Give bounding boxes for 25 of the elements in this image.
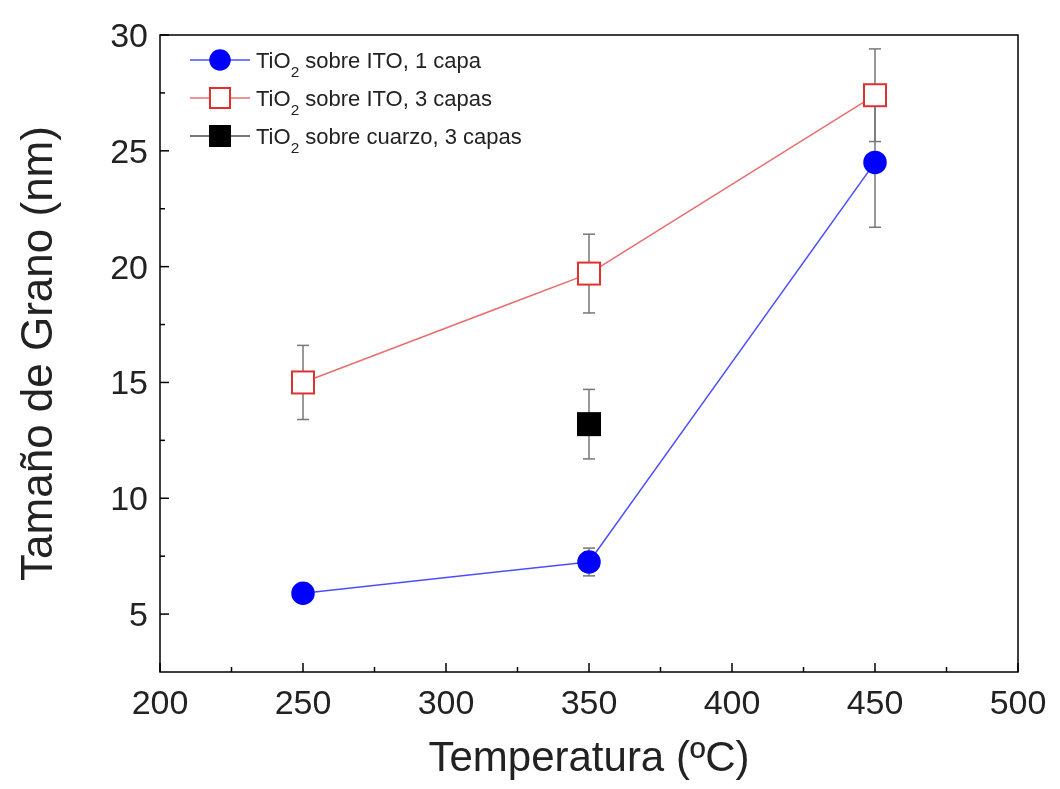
point — [291, 581, 315, 605]
x-tick-label: 500 — [989, 683, 1047, 721]
y-tick-label: 20 — [110, 247, 148, 286]
y-axis-title: Tamaño de Grano (nm) — [12, 126, 61, 581]
y-tick-label: 5 — [129, 595, 148, 634]
y-tick-label: 15 — [110, 363, 148, 402]
point — [291, 370, 315, 395]
y-tick-label: 30 — [110, 16, 148, 54]
point — [577, 412, 601, 437]
x-tick-label: 300 — [417, 683, 475, 721]
x-tick-label: 350 — [560, 683, 618, 721]
y-tick-label: 10 — [110, 479, 148, 518]
x-axis-title: Temperatura (ºC) — [428, 733, 750, 780]
point — [577, 550, 601, 574]
point — [863, 150, 887, 175]
x-tick-label: 200 — [131, 683, 189, 721]
x-tick-label: 450 — [846, 683, 904, 721]
y-tick-label: 25 — [110, 131, 148, 170]
legend-label: TiO$_{2}$ sobre ITO, 3 capas — [256, 86, 492, 118]
legend-label: TiO$_{2}$ sobre cuarzo, 3 capas — [256, 124, 522, 156]
point — [577, 261, 601, 286]
legend-label: TiO$_{2}$ sobre ITO, 1 capa — [256, 48, 482, 80]
x-tick-label: 400 — [703, 683, 761, 721]
x-tick-label: 250 — [274, 683, 332, 721]
point — [863, 83, 887, 108]
